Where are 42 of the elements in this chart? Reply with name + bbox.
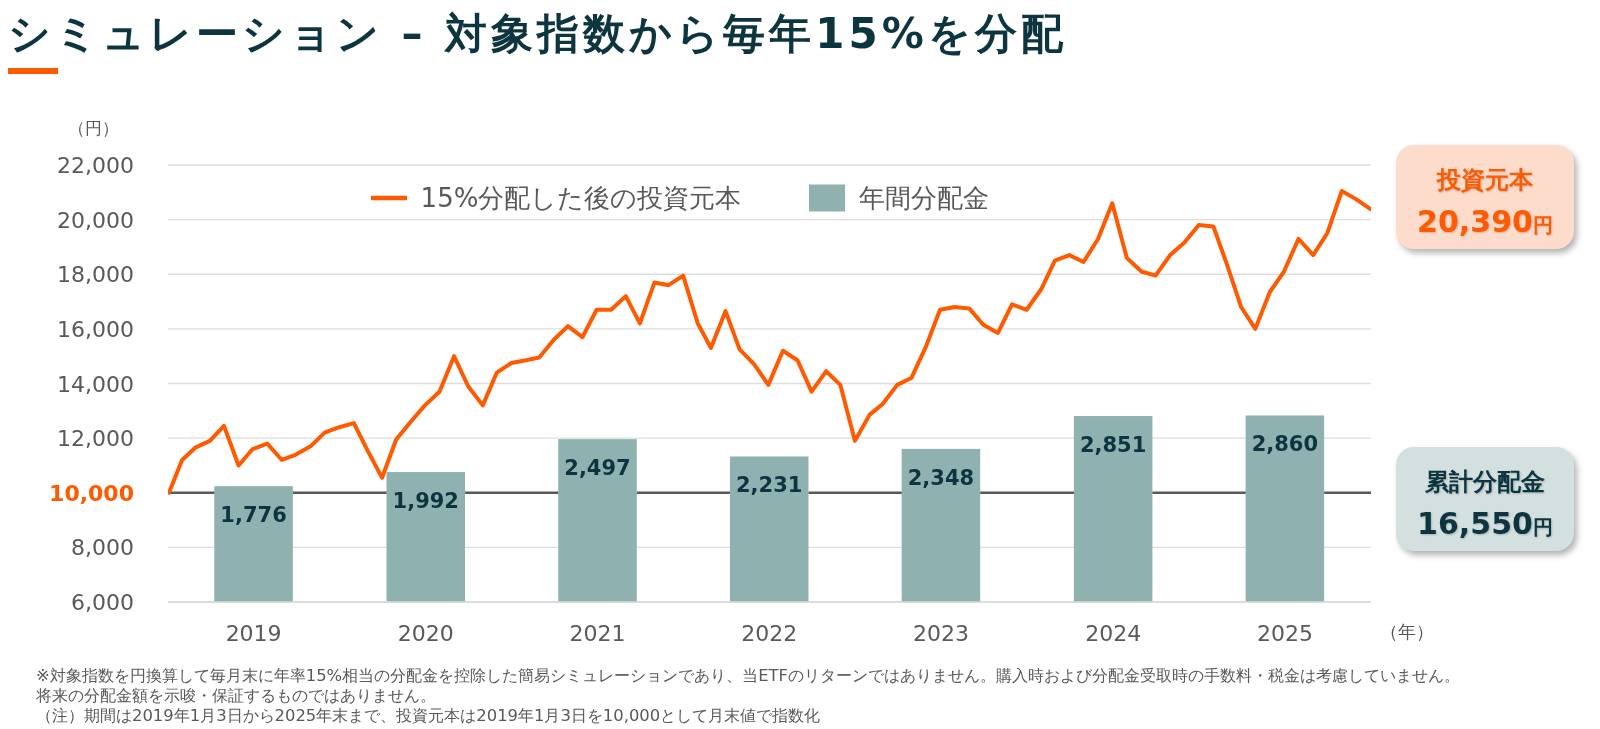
data-label: 1,992 [392, 488, 459, 513]
y-tick-label: 18,000 [57, 261, 134, 287]
text: 投資元本 [1435, 165, 1534, 195]
y-tick-label: 20,000 [57, 207, 134, 233]
data-label: 1,776 [220, 503, 287, 528]
bar [1073, 416, 1153, 602]
x-tick-label: 2024 [1085, 620, 1142, 646]
bar [386, 472, 466, 602]
y-tick-label: 14,000 [57, 371, 134, 396]
x-tick-label: 2025 [1256, 620, 1313, 646]
y-tick-label: 22,000 [57, 152, 134, 178]
y-tick-label: 10,000 [49, 480, 134, 506]
legend-label: 15%分配した後の投資元本 [420, 182, 742, 213]
legend-label: 年間分配金 [859, 182, 990, 213]
bar [1245, 415, 1325, 602]
y-tick-label: 16,000 [57, 316, 134, 342]
text: 将来の分配金額を示唆・保証するものではありません。 [36, 686, 437, 706]
text: 20,390円 [1417, 204, 1553, 239]
text: ※対象指数を円換算して毎月末に年率15%相当の分配金を控除した簡易シミュレーションであり、当ETFのリターンではありません。購入時および分配金受取時の手数料・税金は考慮していません。 [36, 666, 1460, 686]
bar [214, 486, 293, 602]
y-tick-label: 12,000 [57, 425, 134, 451]
x-tick-label: 2023 [912, 620, 969, 646]
x-tick-label: 2020 [397, 620, 454, 646]
bar [558, 439, 637, 602]
bar [729, 456, 809, 602]
bar [901, 448, 981, 602]
x-tick-label: 2019 [225, 620, 282, 646]
data-label: 2,851 [1079, 432, 1147, 457]
text: 16,550円 [1417, 506, 1553, 541]
y-tick-label: 8,000 [71, 534, 134, 560]
x-axis-title: （年） [1380, 621, 1434, 643]
data-label: 2,348 [907, 465, 975, 490]
text: 累計分配金 [1424, 467, 1546, 497]
y-tick-label: 6,000 [71, 589, 134, 615]
data-label: 2,231 [736, 473, 803, 498]
data-label: 2,860 [1251, 432, 1319, 457]
x-tick-label: 2022 [741, 620, 798, 646]
chart-title: シミュレーション – 対象指数から毎年15%を分配 [8, 8, 1067, 60]
y-axis-title: （円） [68, 117, 119, 139]
data-label: 2,497 [564, 456, 631, 481]
x-tick-label: 2021 [569, 620, 626, 646]
text: （注）期間は2019年1月3日から2025年末まで、投資元本は2019年1月3日を10,000として月末値で指数化 [36, 706, 822, 726]
